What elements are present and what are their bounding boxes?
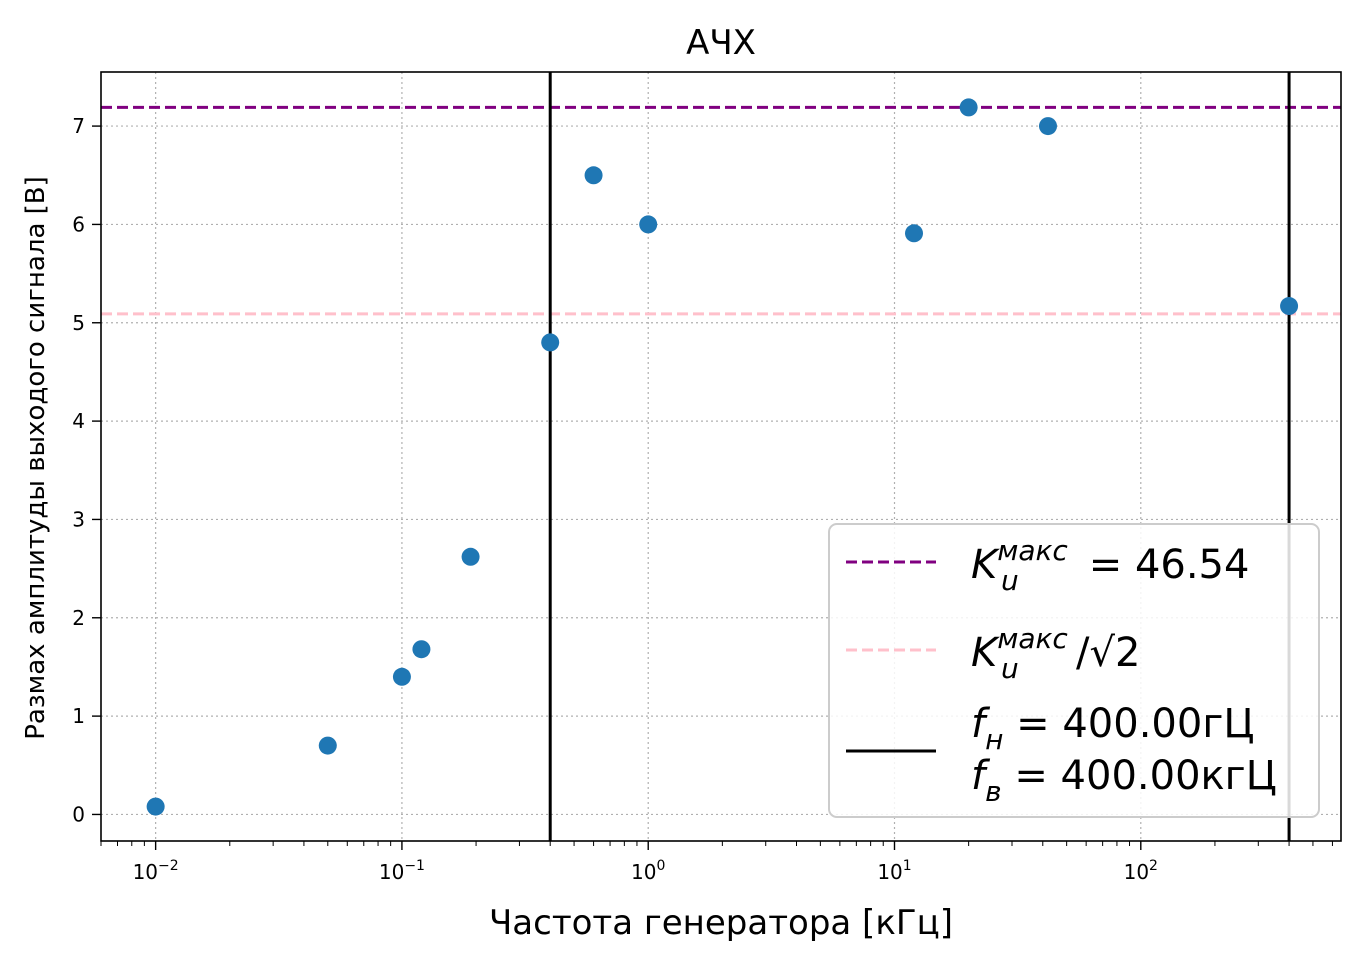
data-point (584, 166, 603, 185)
data-point (146, 797, 165, 816)
x-tick-label: 100 (631, 858, 665, 884)
x-tick-label: 102 (1124, 858, 1158, 884)
data-point (905, 224, 924, 243)
plot-frame (100, 71, 1342, 842)
y-tick-label: 0 (72, 802, 85, 826)
y-axis-label: Размах амплитуды выходого сигнала [В] (21, 176, 51, 740)
data-point (392, 667, 411, 686)
legend-label: Kмакс u = 46.54 (971, 534, 1249, 597)
x-tick-label: 10−2 (133, 858, 179, 884)
y-tick-label: 4 (72, 409, 85, 433)
data-points (146, 98, 1299, 816)
y-tick-label: 6 (72, 212, 85, 236)
y-axis-ticks: 0 1 2 3 4 5 6 7 (72, 114, 101, 826)
chart-title: АЧХ (686, 23, 756, 63)
data-point (412, 640, 431, 659)
y-tick-label: 3 (72, 507, 85, 531)
legend-box (828, 523, 1320, 818)
legend-label: Kмакс u/√2 (971, 622, 1140, 685)
legend-label: fв = 400.00кгЦ (971, 753, 1277, 808)
x-tick-label: 10−1 (379, 858, 425, 884)
x-tick-label: 101 (877, 858, 911, 884)
data-point (1280, 297, 1299, 316)
data-point (959, 98, 978, 117)
y-tick-label: 1 (72, 704, 85, 728)
x-axis-ticks: 10−2 10−1 100 101 102 (100, 841, 1333, 884)
y-tick-label: 5 (72, 311, 85, 335)
data-point (1039, 117, 1058, 136)
data-point (639, 215, 658, 234)
data-point (461, 547, 480, 566)
data-point (318, 736, 337, 755)
data-point (541, 333, 560, 352)
x-axis-label: Частота генератора [кГц] (489, 903, 953, 943)
y-tick-label: 2 (72, 606, 85, 630)
y-tick-label: 7 (72, 114, 85, 138)
